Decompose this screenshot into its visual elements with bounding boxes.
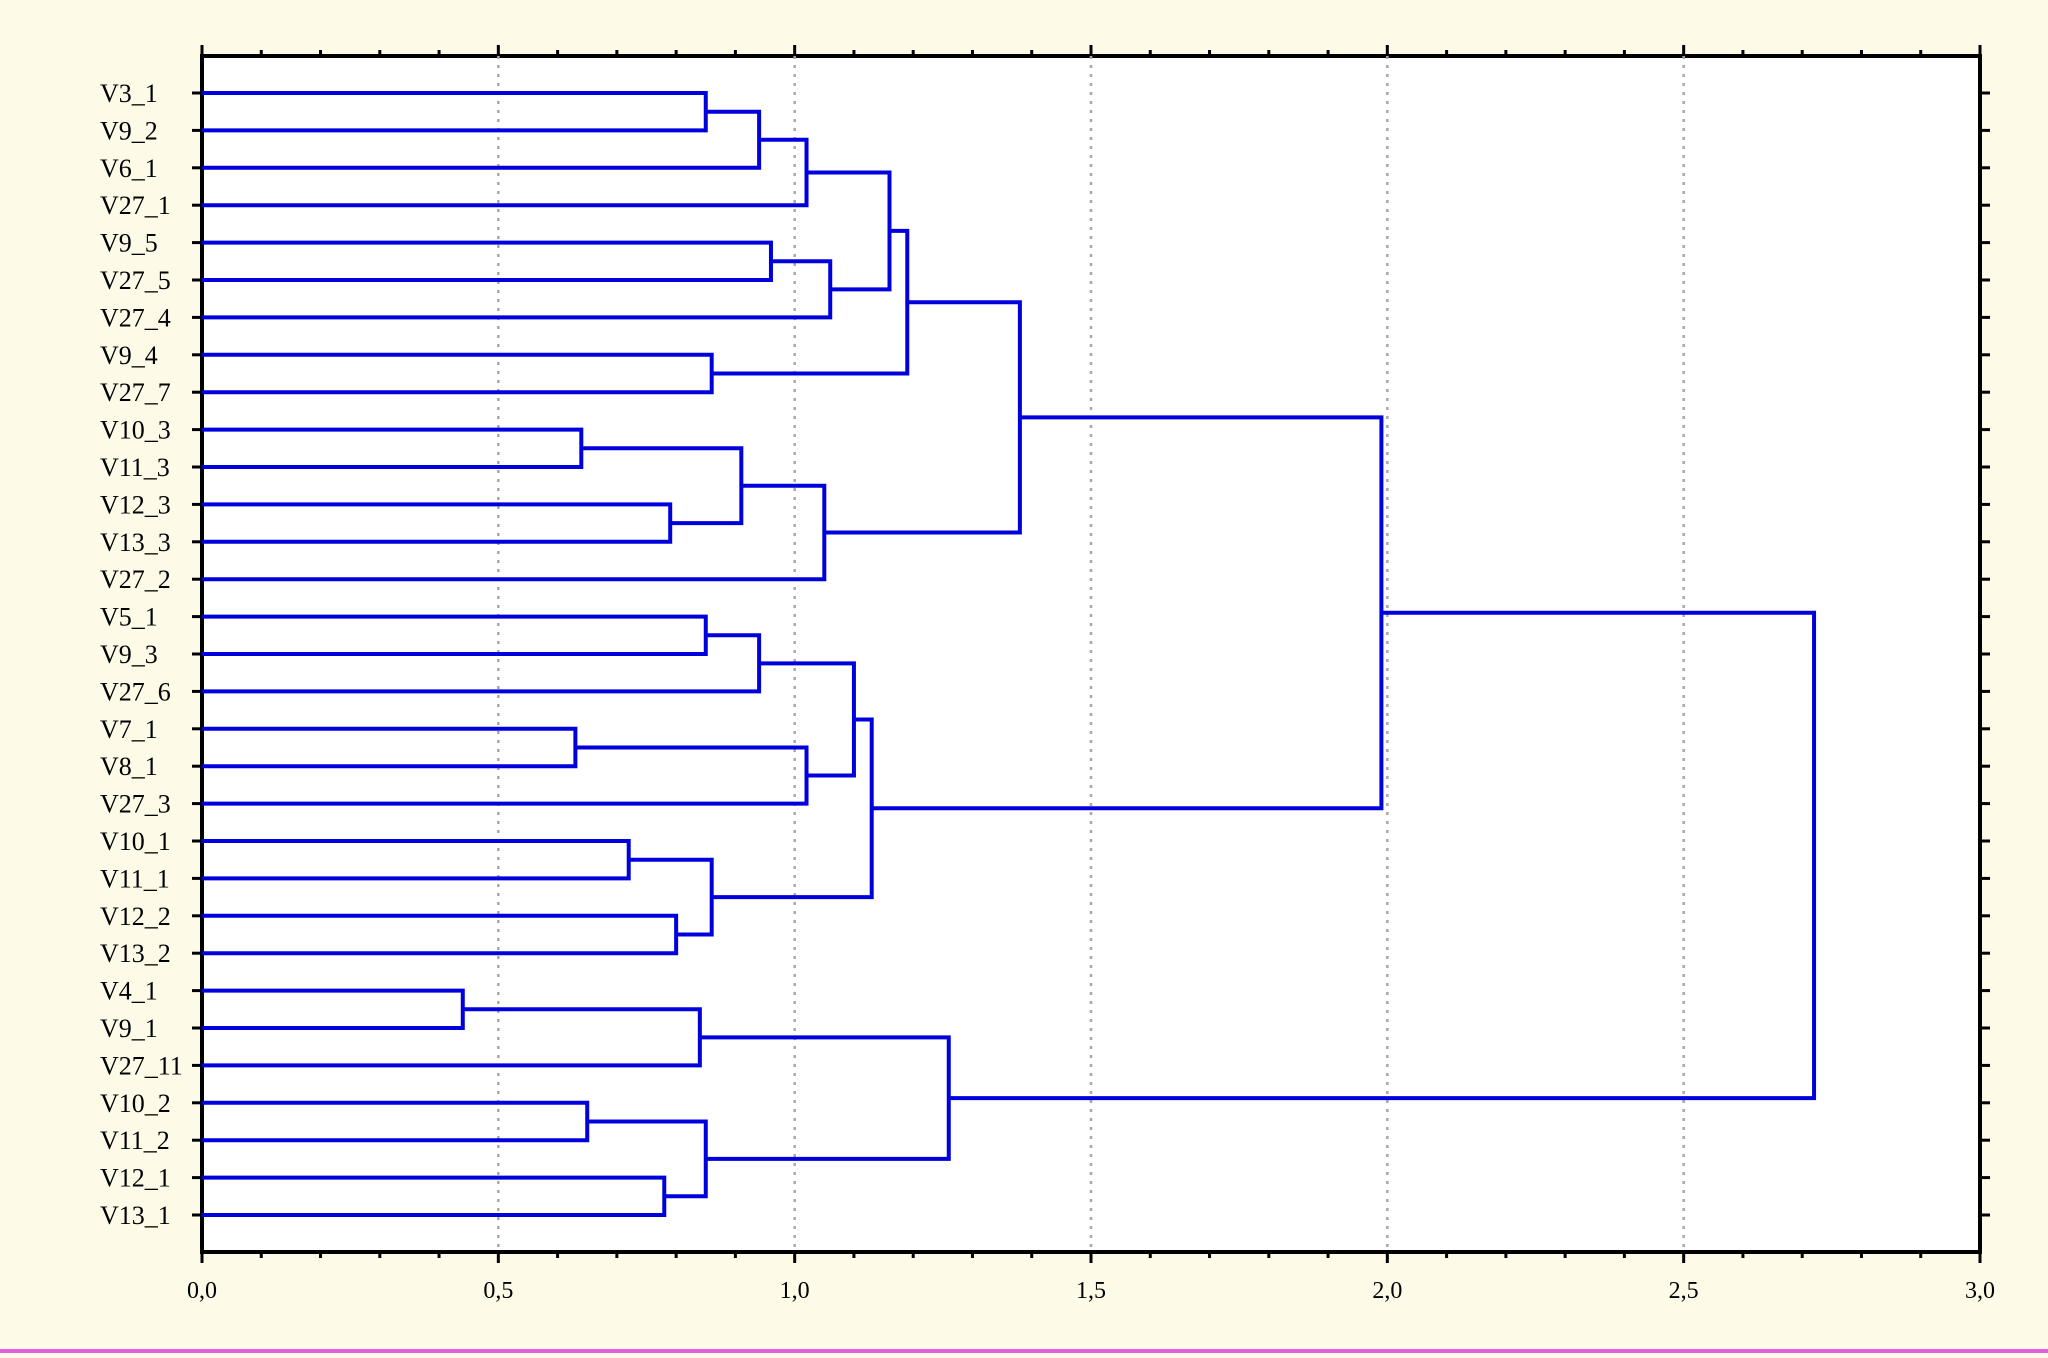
leaf-label: V10_2 xyxy=(100,1089,171,1118)
leaf-label: V11_1 xyxy=(100,864,170,893)
leaf-label: V9_4 xyxy=(100,341,158,370)
x-tick-label: 0,5 xyxy=(483,1278,513,1304)
x-tick-label: 3,0 xyxy=(1965,1278,1995,1304)
leaf-label: V9_5 xyxy=(100,229,158,258)
leaf-label: V12_3 xyxy=(100,490,171,519)
grid-lines xyxy=(497,56,1685,1252)
dendrogram-link xyxy=(711,717,874,900)
leaf-labels: V3_1 V9_2 V6_1 V27_1 V9_5 V27_5 V27_4 V9_4 V27_7… xyxy=(100,79,183,1230)
leaf-label: V13_3 xyxy=(100,528,171,557)
leaf-label: V13_2 xyxy=(100,939,171,968)
leaf-label: V5_1 xyxy=(100,603,158,632)
leaf-label: V13_1 xyxy=(100,1201,171,1230)
bottom-border xyxy=(0,1349,2048,1353)
leaf-label: V27_3 xyxy=(100,790,171,819)
leaf-label: V27_4 xyxy=(100,303,171,332)
leaf-label: V11_2 xyxy=(100,1126,170,1155)
dendrogram-link xyxy=(806,170,892,292)
dendrogram-link xyxy=(948,610,1817,1101)
dendrogram-link xyxy=(202,1100,590,1143)
leaf-label: V12_2 xyxy=(100,902,171,931)
x-tick-label: 0,0 xyxy=(187,1278,217,1304)
leaf-label: V12_1 xyxy=(100,1164,171,1193)
leaf-label: V8_1 xyxy=(100,752,158,781)
leaf-label: V9_3 xyxy=(100,640,158,669)
dendrogram-link xyxy=(202,352,714,395)
x-tick-label: 2,5 xyxy=(1669,1278,1699,1304)
leaf-label: V10_1 xyxy=(100,827,171,856)
leaf-label: V11_3 xyxy=(100,453,170,482)
x-tick-label: 1,0 xyxy=(780,1278,810,1304)
x-tick-label: 1,5 xyxy=(1076,1278,1106,1304)
leaf-label: V27_5 xyxy=(100,266,171,295)
dendrogram-link xyxy=(202,988,465,1030)
dendrogram-link xyxy=(628,857,714,937)
leaf-label: V10_3 xyxy=(100,416,171,445)
leaf-label: V3_1 xyxy=(100,79,158,108)
x-tick-label: 2,0 xyxy=(1372,1278,1402,1304)
leaf-label: V27_6 xyxy=(100,677,171,706)
dendrogram-link xyxy=(711,228,910,376)
leaf-label: V4_1 xyxy=(100,977,158,1006)
leaf-label: V27_1 xyxy=(100,191,171,220)
dendrogram-link xyxy=(759,661,856,778)
leaf-label: V9_2 xyxy=(100,116,158,145)
axis-ticks xyxy=(192,45,1990,1263)
leaf-label: V27_7 xyxy=(100,378,171,407)
leaf-label: V6_1 xyxy=(100,154,158,183)
dendrogram-link xyxy=(202,913,679,956)
leaf-label: V9_1 xyxy=(100,1014,158,1043)
leaf-label: V27_2 xyxy=(100,565,171,594)
dendrogram-links xyxy=(202,91,1817,1217)
leaf-label: V7_1 xyxy=(100,715,158,744)
leaf-label: V27_11 xyxy=(100,1051,183,1080)
x-tick-labels: 0,0 0,5 1,0 1,5 2,0 2,5 3,0 xyxy=(187,1278,1995,1304)
